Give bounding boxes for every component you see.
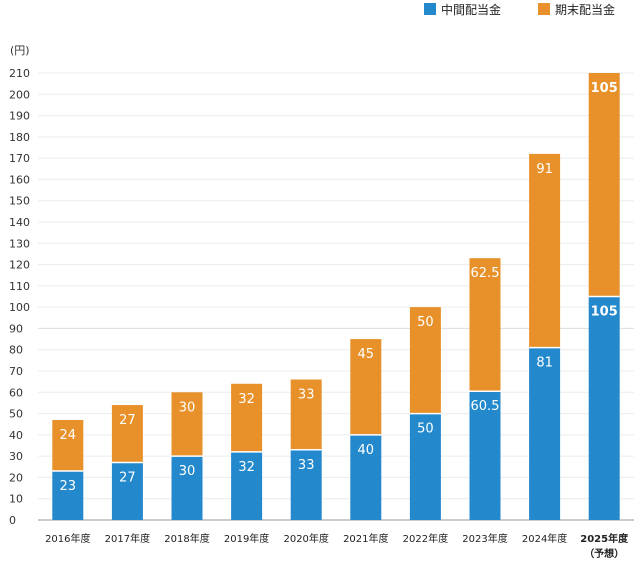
y-tick-label: 100: [9, 301, 30, 314]
y-tick-label: 110: [9, 280, 30, 293]
bar-final: [111, 405, 143, 463]
y-tick-label: 150: [9, 195, 30, 208]
y-tick-label: 190: [9, 110, 30, 123]
y-tick-label: 10: [9, 493, 23, 506]
legend-label-1: 中間配当金: [441, 2, 501, 17]
bar-interim: [469, 391, 501, 520]
y-tick-label: 40: [9, 429, 23, 442]
data-label: 40: [358, 443, 375, 458]
bars: 23 24 27 27 30 30 32 32 33 33 40 45 50 50 60.5 62.5 81 91…: [52, 73, 620, 520]
x-tick-note: （予想）: [584, 547, 624, 560]
data-label: 27: [119, 413, 136, 428]
y-tick-label: 90: [9, 322, 23, 335]
y-tick-label: 130: [9, 237, 30, 250]
data-label: 62.5: [471, 266, 500, 281]
bar-interim: [409, 413, 441, 520]
bar-final: [52, 419, 84, 472]
bar-final: [588, 73, 620, 297]
data-label: 23: [60, 479, 77, 494]
x-tick-label: 2019年度: [224, 532, 269, 545]
x-tick-label: 2024年度: [522, 532, 567, 545]
data-label: 105: [591, 305, 618, 320]
bar-interim: [350, 434, 382, 520]
data-label: 27: [119, 471, 136, 486]
x-tick-label: 2025年度: [580, 532, 629, 545]
x-tick-label: 2023年度: [462, 532, 507, 545]
y-tick-label: 80: [9, 344, 23, 357]
data-label: 33: [298, 388, 315, 403]
bar-final: [409, 307, 441, 414]
data-label: 50: [417, 422, 434, 437]
x-tick-label: 2020年度: [283, 532, 328, 545]
bar-interim: [171, 456, 203, 520]
y-tick-label: 180: [9, 131, 30, 144]
legend-swatch-1: [424, 3, 436, 15]
y-tick-label: 140: [9, 216, 30, 229]
data-label: 81: [536, 356, 553, 371]
x-tick-label: 2021年度: [343, 532, 388, 545]
bar-interim: [588, 296, 620, 520]
data-label: 32: [238, 392, 255, 407]
bar-interim: [111, 462, 143, 520]
y-tick-label: 0: [9, 514, 16, 527]
data-label: 91: [536, 162, 553, 177]
y-axis-unit-label: (円): [10, 44, 30, 57]
x-tick-label: 2022年度: [403, 532, 448, 545]
bar-final: [469, 258, 501, 392]
x-tick-label: 2016年度: [45, 532, 90, 545]
data-label: 50: [417, 315, 434, 330]
y-tick-label: 200: [9, 88, 30, 101]
data-label: 30: [179, 400, 196, 415]
y-tick-label: 20: [9, 471, 23, 484]
bar-interim: [529, 347, 561, 520]
legend-label-2: 期末配当金: [555, 2, 615, 17]
data-label: 30: [179, 464, 196, 479]
y-tick-label: 30: [9, 450, 23, 463]
bar-interim: [231, 451, 263, 520]
bar-final: [171, 392, 203, 457]
bar-interim: [290, 449, 322, 520]
data-label: 45: [358, 347, 375, 362]
y-tick-label: 210: [9, 67, 30, 80]
y-axis-ticks: 0 10 20 30 40 50 60 70 80 90 100 110 120 130 140 150 160…: [9, 67, 30, 527]
data-label: 60.5: [471, 399, 500, 414]
data-label: 105: [591, 81, 618, 96]
y-tick-label: 50: [9, 408, 23, 421]
bar-final: [350, 339, 382, 435]
x-tick-label: 2018年度: [164, 532, 209, 545]
y-tick-label: 70: [9, 365, 23, 378]
bar-final: [529, 153, 561, 348]
data-label: 32: [238, 460, 255, 475]
data-label: 33: [298, 458, 315, 473]
bar-interim: [52, 471, 84, 520]
y-tick-label: 170: [9, 152, 30, 165]
y-tick-label: 60: [9, 386, 23, 399]
x-tick-label: 2017年度: [105, 532, 150, 545]
y-tick-label: 120: [9, 259, 30, 272]
y-tick-label: 160: [9, 173, 30, 186]
bar-final: [231, 383, 263, 452]
bar-final: [290, 379, 322, 450]
data-label: 24: [60, 428, 77, 443]
legend-swatch-2: [538, 3, 550, 15]
x-axis-labels: 2016年度 2017年度 2018年度 2019年度 2020年度 2021年度 2022…: [45, 532, 629, 560]
legend: 中間配当金 期末配当金: [424, 2, 615, 17]
